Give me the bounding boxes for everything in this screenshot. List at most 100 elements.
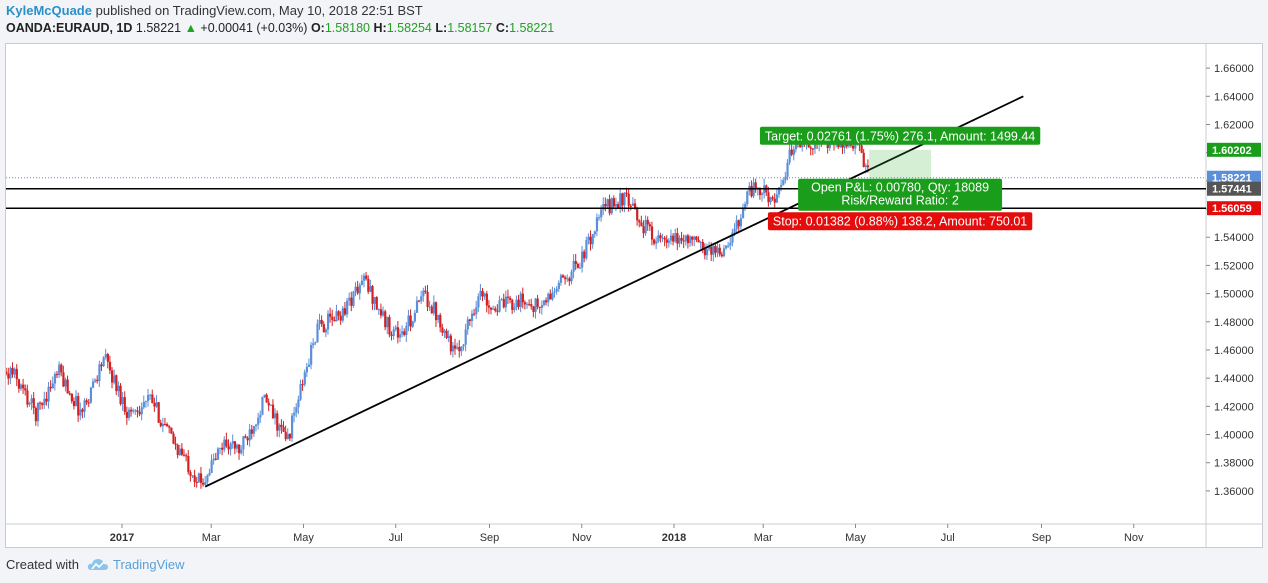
stop-label-text: Stop: 0.01382 (0.88%) 138.2, Amount: 750…: [773, 215, 1027, 229]
candle-body: [638, 220, 641, 223]
candle-body: [477, 296, 480, 308]
candle-body: [775, 194, 779, 203]
candle-body: [570, 271, 573, 282]
candle-body: [30, 398, 33, 403]
candle-body: [739, 218, 743, 227]
candle-body: [583, 251, 586, 259]
candle-body: [631, 203, 635, 206]
candle-body: [293, 412, 296, 416]
candle-body: [161, 423, 165, 427]
x-tick-label: Mar: [202, 532, 221, 544]
candle-body: [439, 314, 442, 328]
candle-body: [526, 304, 529, 306]
candle-body: [45, 398, 48, 402]
candle-body: [619, 193, 622, 209]
candle-body: [468, 319, 472, 321]
candle-body: [250, 429, 253, 434]
candle-body: [689, 236, 692, 244]
author-link[interactable]: KyleMcQuade: [6, 3, 92, 18]
candle-body: [367, 278, 370, 292]
candle-body: [705, 249, 709, 256]
candle-body: [172, 433, 175, 444]
candle-body: [430, 306, 433, 314]
candle-body: [390, 334, 393, 336]
candle-body: [729, 242, 732, 246]
candle-body: [208, 472, 211, 476]
candle-body: [403, 331, 406, 336]
candle-body: [659, 235, 662, 239]
candle-body: [746, 191, 749, 205]
candle-body: [108, 361, 112, 371]
candle-body: [91, 381, 95, 388]
candle-body: [714, 245, 717, 253]
candle-body: [699, 242, 702, 244]
price-chart[interactable]: 1.660001.640001.620001.600001.580001.560…: [0, 44, 1262, 547]
candle-body: [102, 357, 105, 367]
candle-body: [530, 304, 533, 307]
candle-body: [777, 187, 781, 195]
candle-body: [581, 251, 584, 268]
candle-body: [741, 207, 745, 219]
candle-body: [464, 329, 467, 345]
candle-body: [119, 385, 122, 405]
candle-body: [621, 193, 624, 206]
candle-body: [206, 475, 209, 483]
candle-body: [214, 458, 217, 460]
axis-price-badge: [1207, 201, 1261, 216]
candle-body: [466, 319, 469, 330]
candle-body: [773, 198, 776, 203]
candle-body: [780, 184, 783, 188]
candle-body: [538, 306, 541, 308]
candle-body: [564, 277, 567, 280]
candle-body: [360, 280, 364, 285]
publish-info: KyleMcQuade published on TradingView.com…: [6, 3, 423, 18]
candle-body: [657, 235, 660, 242]
candle-body: [695, 236, 698, 240]
candle-body: [39, 402, 42, 404]
candle-body: [166, 424, 169, 427]
candle-body: [134, 410, 137, 412]
candle-body: [708, 246, 711, 250]
candle-body: [11, 367, 14, 375]
open-pnl-text: Open P&L: 0.00780, Qty: 18089: [811, 181, 989, 195]
candle-body: [515, 299, 518, 308]
candle-body: [81, 409, 84, 412]
y-tick-label: 1.38000: [1214, 458, 1254, 470]
candle-body: [633, 203, 637, 209]
candle-body: [331, 316, 334, 320]
candle-body: [610, 198, 613, 214]
candle-body: [362, 275, 366, 281]
candle-body: [500, 299, 503, 301]
last-price-value: 1.58221: [135, 21, 182, 35]
candle-body: [517, 299, 520, 307]
candle-body: [761, 193, 764, 196]
candle-body: [432, 302, 436, 314]
candle-body: [718, 247, 721, 255]
candle-body: [735, 220, 738, 230]
candle-body: [286, 434, 289, 440]
candle-body: [509, 297, 512, 300]
candle-body: [202, 482, 205, 485]
candle-body: [627, 193, 630, 206]
candle-body: [70, 393, 73, 402]
candle-body: [231, 441, 234, 444]
candle-body: [371, 286, 374, 304]
chart-panel[interactable]: 1.660001.640001.620001.600001.580001.560…: [0, 43, 1263, 548]
tradingview-brand-link[interactable]: TradingView: [112, 557, 185, 572]
candle-body: [149, 394, 152, 396]
candle-body: [769, 197, 772, 203]
candle-body: [460, 346, 463, 352]
candle-body: [142, 402, 145, 408]
candle-body: [532, 306, 535, 312]
candle-body: [106, 354, 109, 362]
candle-body: [15, 368, 18, 380]
candle-body: [170, 427, 173, 434]
candle-body: [263, 394, 266, 397]
up-arrow-icon: ▲: [184, 21, 197, 35]
published-text: published on TradingView.com, May 10, 20…: [95, 3, 423, 18]
candle-body: [276, 413, 279, 431]
candle-body: [204, 482, 207, 485]
footer: Created with TradingView: [6, 557, 185, 572]
candle-body: [221, 447, 224, 450]
candle-body: [354, 286, 357, 292]
